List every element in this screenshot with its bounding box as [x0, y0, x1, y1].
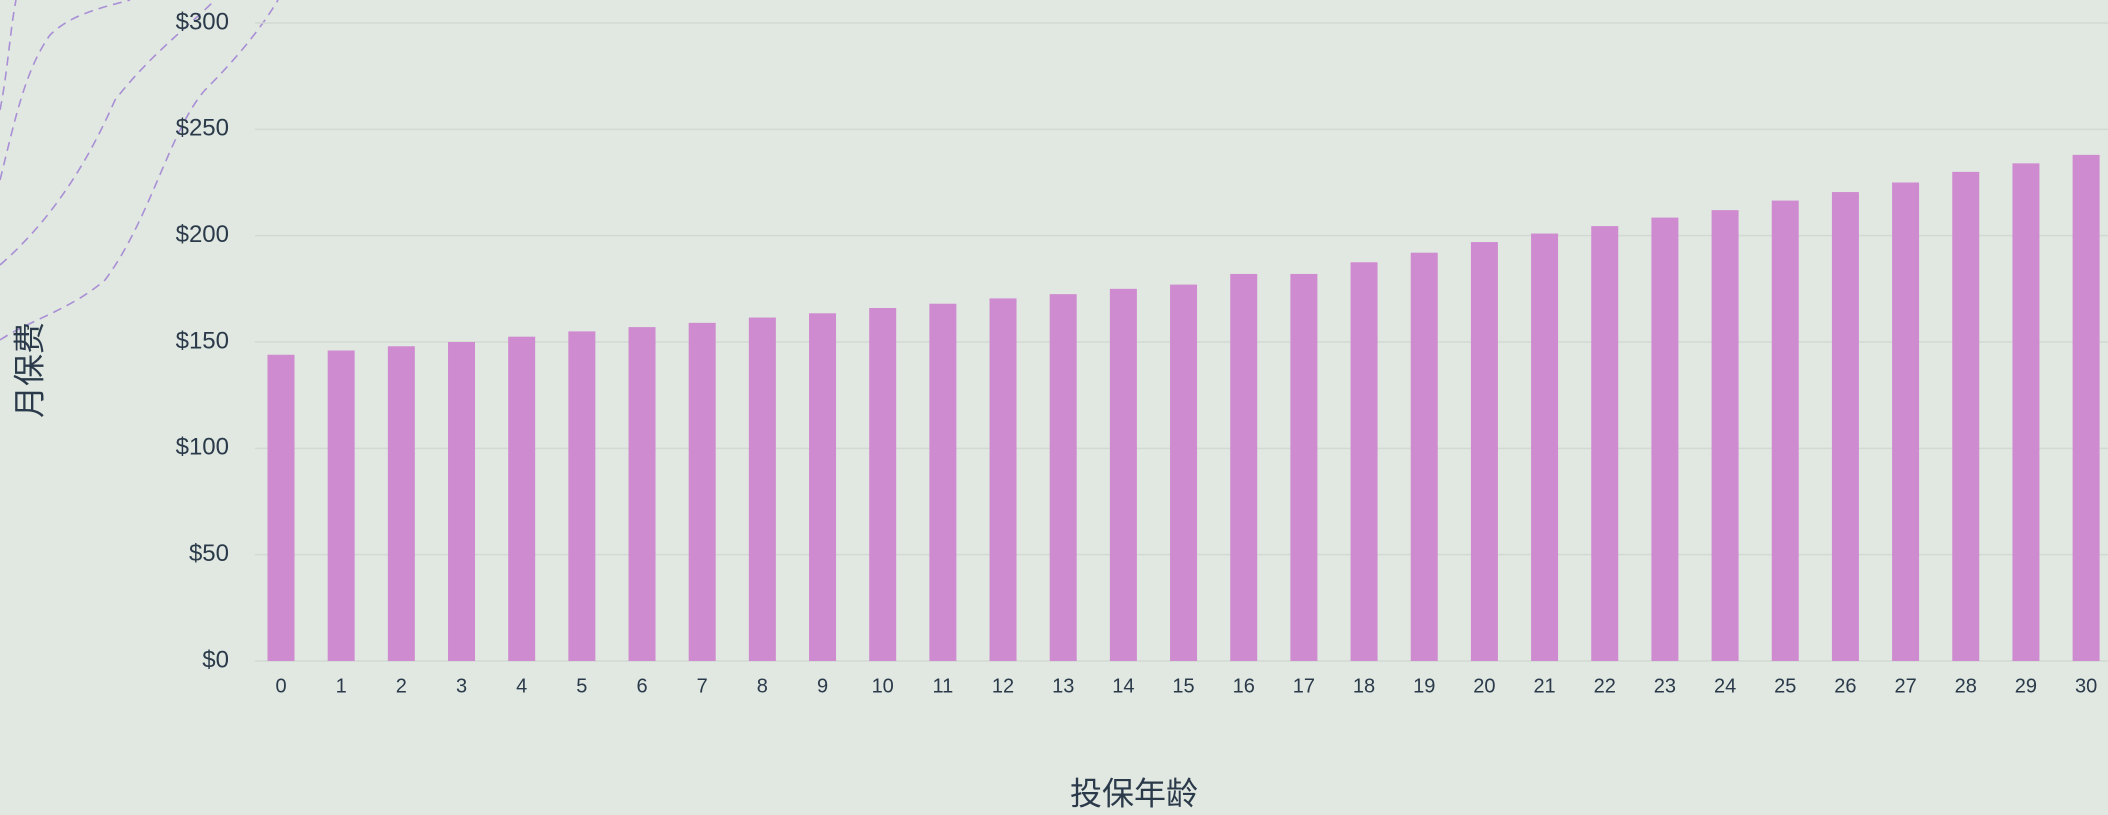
x-tick-label: 1 — [336, 675, 347, 697]
bar — [568, 331, 595, 661]
y-tick-label: $50 — [189, 540, 229, 567]
bar — [929, 304, 956, 661]
x-tick-label: 25 — [1774, 675, 1796, 697]
x-tick-label: 17 — [1293, 675, 1315, 697]
x-tick-label: 21 — [1533, 675, 1555, 697]
decorative-curve — [0, 0, 278, 340]
bar — [1712, 210, 1739, 661]
x-tick-label: 16 — [1233, 675, 1255, 697]
x-tick-label: 15 — [1172, 675, 1194, 697]
x-tick-label: 18 — [1353, 675, 1375, 697]
x-tick-label: 5 — [576, 675, 587, 697]
x-tick-label: 6 — [636, 675, 647, 697]
bar — [1170, 285, 1197, 661]
x-tick-label: 4 — [516, 675, 527, 697]
x-tick-label: 29 — [2015, 675, 2037, 697]
bar — [1411, 253, 1438, 661]
decorative-curve — [0, 0, 130, 180]
x-tick-label: 30 — [2075, 675, 2097, 697]
x-tick-label: 27 — [1894, 675, 1916, 697]
x-tick-label: 28 — [1955, 675, 1977, 697]
x-tick-label: 24 — [1714, 675, 1736, 697]
y-axis-title: 月保费 — [11, 322, 47, 418]
bar — [749, 318, 776, 661]
x-tick-label: 20 — [1473, 675, 1495, 697]
bar — [1832, 192, 1859, 661]
x-tick-label: 26 — [1834, 675, 1856, 697]
bar — [508, 337, 535, 661]
bar — [1351, 262, 1378, 661]
bar — [990, 298, 1017, 661]
bar — [1230, 274, 1257, 661]
x-tick-label: 12 — [992, 675, 1014, 697]
bar — [1110, 289, 1137, 661]
bar — [1471, 242, 1498, 661]
y-tick-label: $0 — [202, 646, 229, 673]
y-tick-label: $150 — [176, 327, 229, 354]
bar — [1591, 226, 1618, 661]
y-tick-label: $300 — [176, 8, 229, 35]
bar — [268, 355, 295, 661]
bar — [2073, 155, 2100, 661]
x-tick-label: 22 — [1594, 675, 1616, 697]
x-tick-label: 2 — [396, 675, 407, 697]
decorative-curve — [0, 0, 16, 110]
bar — [1050, 294, 1077, 661]
x-tick-label: 10 — [872, 675, 894, 697]
chart: 投保年龄 月保费 $0$50$100$150$200$250$300012345… — [0, 0, 2108, 815]
x-axis-title: 投保年龄 — [1070, 775, 1198, 811]
x-tick-label: 23 — [1654, 675, 1676, 697]
bar — [1892, 183, 1919, 662]
x-tick-label: 13 — [1052, 675, 1074, 697]
x-tick-label: 7 — [697, 675, 708, 697]
x-tick-label: 8 — [757, 675, 768, 697]
bar — [1531, 234, 1558, 661]
x-tick-label: 9 — [817, 675, 828, 697]
bar — [809, 313, 836, 661]
x-tick-label: 19 — [1413, 675, 1435, 697]
y-tick-label: $100 — [176, 434, 229, 461]
bar — [328, 351, 355, 661]
x-tick-label: 0 — [275, 675, 286, 697]
bar — [388, 346, 415, 661]
bar — [1290, 274, 1317, 661]
bar — [1772, 201, 1799, 661]
x-tick-label: 11 — [932, 675, 953, 697]
bar — [629, 327, 656, 661]
decoration — [0, 0, 278, 340]
x-tick-label: 3 — [456, 675, 467, 697]
bar — [1651, 218, 1678, 661]
bar — [448, 342, 475, 661]
y-tick-label: $250 — [176, 115, 229, 142]
x-tick-label: 14 — [1112, 675, 1134, 697]
bar — [869, 308, 896, 661]
bar — [689, 323, 716, 661]
y-tick-label: $200 — [176, 221, 229, 248]
bar — [1952, 172, 1979, 661]
bar — [2012, 163, 2039, 661]
